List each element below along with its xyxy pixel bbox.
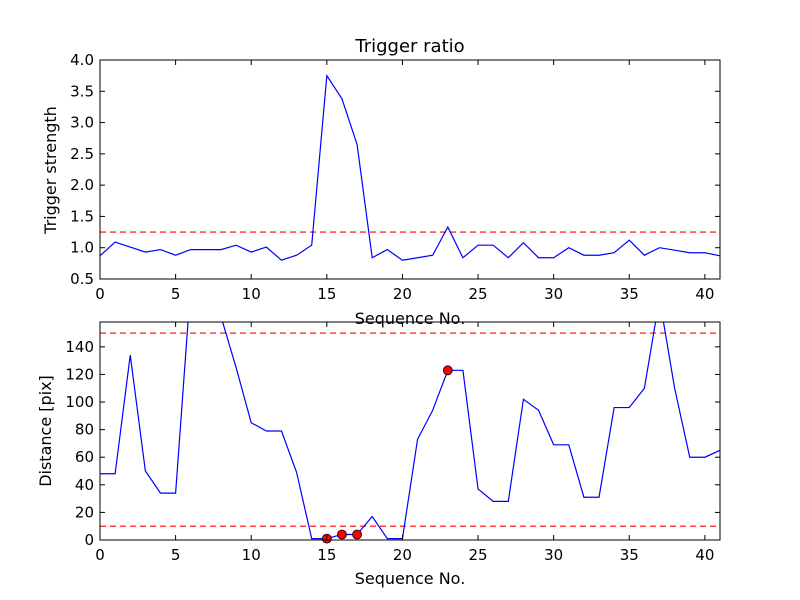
top-x-tick-label: 40 — [695, 285, 714, 303]
top-axes-frame — [99, 59, 721, 280]
bottom-y-tick-label: 100 — [65, 393, 94, 411]
bottom-x-tick-label: 5 — [171, 546, 181, 564]
top-y-axis-label: Trigger strength — [41, 106, 60, 235]
bottom-series-line — [100, 322, 720, 540]
top-y-tick-label: 0.5 — [70, 270, 94, 288]
top-x-tick-label: 15 — [317, 285, 336, 303]
top-y-tick-label: 3.0 — [70, 114, 94, 132]
top-x-tick-label: 30 — [544, 285, 563, 303]
top-y-tick-label: 2.5 — [70, 145, 94, 163]
top-y-tick-label: 4.0 — [70, 51, 94, 69]
bottom-y-tick-label: 20 — [75, 503, 94, 521]
bottom-x-tick-label: 10 — [242, 546, 261, 564]
bottom-x-tick-label: 25 — [469, 546, 488, 564]
bottom-y-tick-label: 40 — [75, 476, 94, 494]
bottom-axes-frame — [99, 321, 721, 541]
bottom-y-tick-label: 0 — [84, 531, 94, 549]
bottom-x-tick-label: 40 — [695, 546, 714, 564]
bottom-marker-group — [321, 365, 453, 544]
bottom-data-marker — [352, 529, 362, 540]
top-x-tick-label: 35 — [620, 285, 639, 303]
bottom-x-tick-label: 35 — [620, 546, 639, 564]
bottom-series-group — [100, 322, 720, 540]
bottom-y-tick-label: 120 — [65, 365, 94, 383]
top-chart-title: Trigger ratio — [354, 36, 464, 57]
bottom-x-tick-label: 0 — [95, 546, 105, 564]
top-panel: Trigger ratio 0 5 10 15 20 25 30 35 40 0.5 1.0 1.5… — [41, 36, 721, 328]
top-series-group — [100, 73, 720, 261]
bottom-x-tick-label: 30 — [544, 546, 563, 564]
top-x-tick-label: 25 — [469, 285, 488, 303]
top-y-tick-label: 1.5 — [70, 207, 94, 225]
bottom-x-ticks: 0 5 10 15 20 25 30 35 40 — [95, 322, 714, 564]
bottom-data-marker — [337, 529, 347, 540]
bottom-y-tick-label: 60 — [75, 448, 94, 466]
bottom-y-tick-label: 140 — [65, 338, 94, 356]
bottom-x-tick-label: 15 — [317, 546, 336, 564]
top-x-tick-label: 0 — [95, 285, 105, 303]
bottom-x-tick-label: 20 — [393, 546, 412, 564]
top-y-ticks: 0.5 1.0 1.5 2.0 2.5 3.0 3.5 4.0 — [70, 51, 720, 288]
top-x-tick-label: 5 — [171, 285, 181, 303]
bottom-threshold-lines — [100, 332, 720, 527]
top-y-tick-label: 2.0 — [70, 176, 94, 194]
top-y-tick-label: 3.5 — [70, 82, 94, 100]
top-series-line — [100, 73, 720, 261]
top-y-tick-label: 1.0 — [70, 239, 94, 257]
bottom-panel: 0 5 10 15 20 25 30 35 40 0 20 40 60 80 100 120 140 Sequ… — [36, 321, 721, 588]
top-x-ticks: 0 5 10 15 20 25 30 35 40 — [95, 60, 714, 303]
top-x-axis-label: Sequence No. — [355, 309, 466, 328]
top-x-tick-label: 20 — [393, 285, 412, 303]
bottom-x-axis-label: Sequence No. — [355, 569, 466, 588]
bottom-y-axis-label: Distance [pix] — [36, 375, 55, 487]
bottom-data-marker — [442, 365, 453, 376]
bottom-y-ticks: 0 20 40 60 80 100 120 140 — [65, 338, 720, 549]
top-x-tick-label: 10 — [242, 285, 261, 303]
bottom-y-tick-label: 80 — [75, 421, 94, 439]
